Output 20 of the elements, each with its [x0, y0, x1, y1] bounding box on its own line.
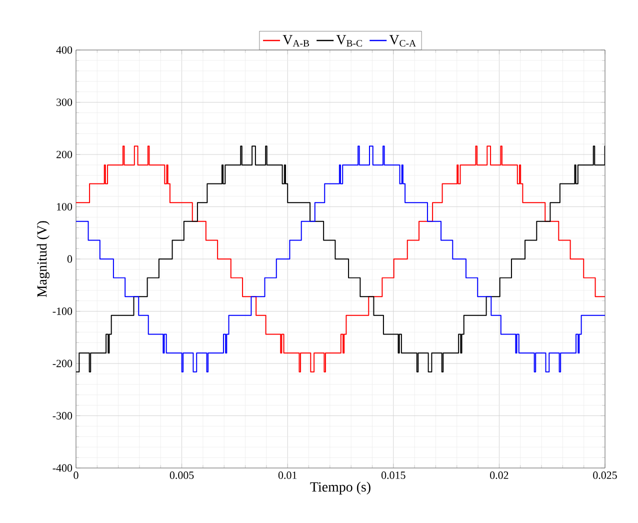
y-tick-label: 300 [56, 98, 72, 106]
x-tick-label: 0.02 [490, 472, 508, 479]
y-tick-label: 0 [67, 255, 72, 263]
legend-label: V$_{A-B}$ [282, 35, 310, 47]
y-tick-label: 100 [57, 203, 72, 210]
y-tick-label: -100 [52, 308, 72, 315]
legend-label: V$_{B-C}$ [336, 35, 362, 47]
y-tick-label: -200 [52, 360, 72, 368]
x-tick-label: 0 [74, 472, 78, 479]
legend-label: V$_{C-A}$ [389, 35, 416, 47]
x-tick-label: 0.025 [593, 472, 617, 479]
x-tick-label: 0.015 [381, 472, 406, 479]
y-tick-label: 200 [56, 150, 72, 158]
x-tick-label: 0.005 [170, 472, 194, 479]
y-tick-label: -300 [52, 412, 72, 420]
x-axis-title: Tiempo (s) [310, 482, 370, 494]
x-tick-label: 0.01 [278, 472, 297, 479]
y-tick-label: 400 [56, 46, 72, 54]
y-axis-title: Magnitud (V) [36, 221, 50, 298]
y-tick-label: -400 [52, 464, 72, 472]
